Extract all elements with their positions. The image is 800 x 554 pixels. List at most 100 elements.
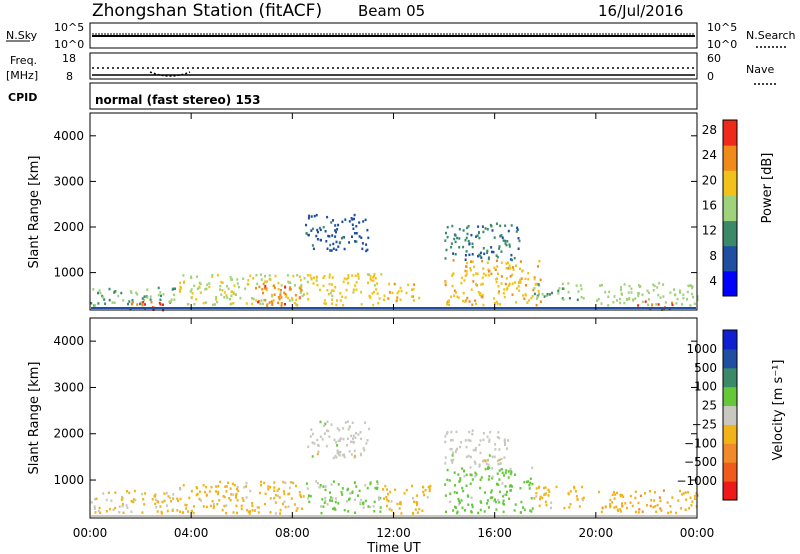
- vel-range-cell: [471, 432, 474, 436]
- power-range-cell: [481, 294, 484, 297]
- vel-range-cell: [411, 484, 413, 488]
- power-range-cell: [582, 297, 585, 300]
- power-range-cell: [323, 302, 326, 305]
- vel-range-cell: [629, 501, 632, 504]
- vel-range-cell: [448, 479, 451, 482]
- vel-range-cell: [359, 501, 362, 505]
- power-range-cell: [579, 284, 582, 287]
- vel-range-cell: [350, 434, 353, 438]
- vel-range-cell: [354, 454, 357, 458]
- vel-range-cell: [321, 438, 324, 441]
- power-range-cell: [630, 287, 633, 291]
- power-range-cell: [652, 289, 655, 292]
- vel-range-cell: [155, 506, 158, 509]
- power-range-cell: [354, 274, 357, 277]
- vel-range-cell: [334, 454, 337, 458]
- vel-range-cell: [333, 506, 336, 510]
- velocity-panel: 4000 3000 2000 1000 Slant Range [km] 1000 50…: [27, 317, 786, 519]
- velocity-colorbar-swatch: [723, 405, 737, 425]
- power-range-cell: [257, 300, 260, 304]
- vel-range-cell: [451, 438, 454, 442]
- power-range-cell: [307, 233, 310, 237]
- power-range-cell: [236, 278, 239, 281]
- vel-range-cell: [624, 502, 627, 505]
- power-range-cell: [477, 231, 480, 235]
- power-range-cell: [226, 296, 229, 299]
- vel-range-cell: [578, 505, 581, 508]
- power-range-cell: [251, 302, 254, 306]
- power-range-cell: [182, 274, 185, 277]
- power-range-cell: [411, 288, 413, 291]
- power-range-cell: [462, 291, 465, 295]
- vel-range-cell: [316, 482, 319, 485]
- vel-range-cell: [171, 509, 174, 512]
- vel-range-cell: [351, 421, 354, 424]
- vel-range-cell: [243, 486, 246, 489]
- vel-range-cell: [346, 420, 349, 423]
- power-range-cell: [477, 254, 479, 258]
- vel-range-cell: [575, 495, 578, 498]
- power-range-cell: [500, 250, 503, 253]
- vel-range-cell: [322, 485, 325, 488]
- power-range-cell: [288, 281, 291, 284]
- vel-range-cell: [193, 505, 195, 508]
- power-range-cell: [341, 295, 344, 298]
- vel-range-cell: [486, 435, 489, 438]
- vel-range-cell: [463, 469, 465, 473]
- vel-range-cell: [563, 506, 566, 510]
- vel-range-cell: [185, 504, 188, 507]
- velocity-colorbar-swatch: [723, 330, 737, 350]
- power-panel: 4000 3000 2000 1000 Slant Range [km] 28 24 20…: [27, 112, 775, 312]
- vel-range-cell: [230, 493, 233, 496]
- power-range-cell: [646, 289, 649, 293]
- power-range-cell: [264, 287, 266, 290]
- vel-range-cell: [538, 485, 541, 489]
- vel-range-cell: [163, 492, 166, 495]
- nave-label: Nave: [746, 63, 774, 76]
- power-range-cell: [476, 272, 479, 275]
- power-range-cell: [612, 301, 615, 304]
- power-range-cell: [179, 285, 182, 289]
- power-range-cell: [340, 237, 343, 240]
- power-range-cell: [469, 268, 472, 272]
- vel-range-cell: [387, 499, 390, 503]
- vel-range-cell: [522, 506, 524, 509]
- power-range-cell: [143, 295, 146, 298]
- power-range-cell: [448, 303, 450, 307]
- power-range-cell: [388, 282, 391, 286]
- vel-range-cell: [601, 506, 604, 510]
- power-range-cell: [108, 298, 111, 302]
- vel-range-cell: [329, 491, 331, 494]
- power-range-cell: [486, 249, 489, 253]
- power-range-cell: [208, 285, 211, 289]
- power-range-cell: [637, 304, 640, 307]
- vel-range-cell: [530, 497, 533, 500]
- power-range-cell: [470, 233, 473, 237]
- power-range-cell: [341, 220, 344, 224]
- vel-range-cell: [330, 483, 333, 486]
- vel-range-cell: [506, 447, 508, 450]
- power-range-cell: [508, 264, 511, 267]
- vel-range-cell: [229, 487, 232, 490]
- power-range-cell: [536, 295, 539, 299]
- vel-range-cell: [539, 495, 542, 499]
- freq-label-top: Freq.: [10, 54, 37, 67]
- power-range-cell: [523, 297, 526, 300]
- power-colorbar-swatch: [723, 245, 737, 272]
- vel-range-cell: [367, 505, 370, 508]
- vel-range-cell: [295, 484, 297, 488]
- vel-range-cell: [118, 511, 121, 514]
- vel-range-cell: [343, 508, 346, 512]
- vel-range-cell: [234, 494, 237, 497]
- vel-range-cell: [523, 508, 526, 511]
- vel-range-cell: [631, 504, 634, 508]
- vel-range-cell: [479, 451, 482, 455]
- vel-range-cell: [691, 500, 694, 503]
- vel-range-cell: [463, 475, 466, 478]
- power-range-cell: [475, 302, 477, 306]
- power-range-cell: [99, 291, 102, 295]
- power-range-cell: [270, 300, 273, 303]
- cpid-label: CPID: [8, 91, 37, 104]
- power-range-cell: [117, 294, 120, 298]
- power-ytick-label: 3000: [53, 174, 84, 188]
